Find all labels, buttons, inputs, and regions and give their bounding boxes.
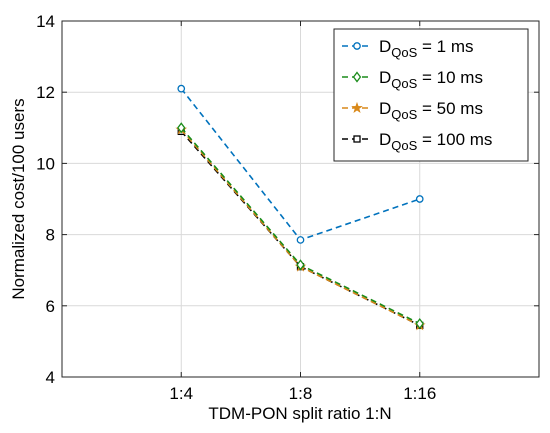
y-axis-label: Normalized cost/100 users — [9, 98, 28, 299]
diamond-marker — [415, 318, 424, 330]
legend-label: DQoS = 10 ms — [379, 68, 483, 91]
data-series — [175, 84, 426, 331]
legend-entry-4: DQoS = 100 ms — [342, 130, 492, 153]
x-axis-label: TDM-PON split ratio 1:N — [208, 404, 391, 423]
axis-ticks: 4 6 8 10 12 14 1:4 1:8 1:16 — [36, 12, 539, 403]
legend-entry-3: DQoS = 50 ms — [342, 99, 483, 122]
y-tick-label: 6 — [46, 297, 55, 316]
legend-label: DQoS = 100 ms — [379, 130, 492, 153]
y-tick-label: 10 — [36, 154, 55, 173]
circle-marker — [353, 42, 361, 50]
y-tick-label: 14 — [36, 12, 55, 31]
x-tick-label: 1:16 — [403, 384, 436, 403]
diamond-marker — [296, 259, 305, 271]
legend-label: DQoS = 50 ms — [379, 99, 483, 122]
square-marker — [353, 135, 361, 143]
legend: DQoS = 1 ms DQoS = 10 ms DQoS = 50 ms DQoS … — [333, 28, 529, 162]
y-tick-label: 4 — [46, 368, 55, 387]
circle-marker — [296, 236, 305, 244]
y-tick-label: 12 — [36, 83, 55, 102]
x-tick-label: 1:4 — [169, 384, 193, 403]
star-marker — [351, 101, 363, 113]
circle-marker — [415, 195, 424, 203]
series-2 — [177, 122, 424, 330]
y-tick-label: 8 — [46, 226, 55, 245]
series-1 — [177, 84, 424, 244]
grid-lines — [62, 21, 539, 377]
legend-entry-2: DQoS = 10 ms — [342, 68, 483, 91]
legend-label: DQoS = 1 ms — [379, 37, 474, 60]
legend-entry-1: DQoS = 1 ms — [342, 37, 474, 60]
x-tick-label: 1:8 — [289, 384, 313, 403]
circle-marker — [177, 84, 186, 93]
diamond-marker — [177, 122, 186, 134]
diamond-marker — [352, 71, 362, 83]
